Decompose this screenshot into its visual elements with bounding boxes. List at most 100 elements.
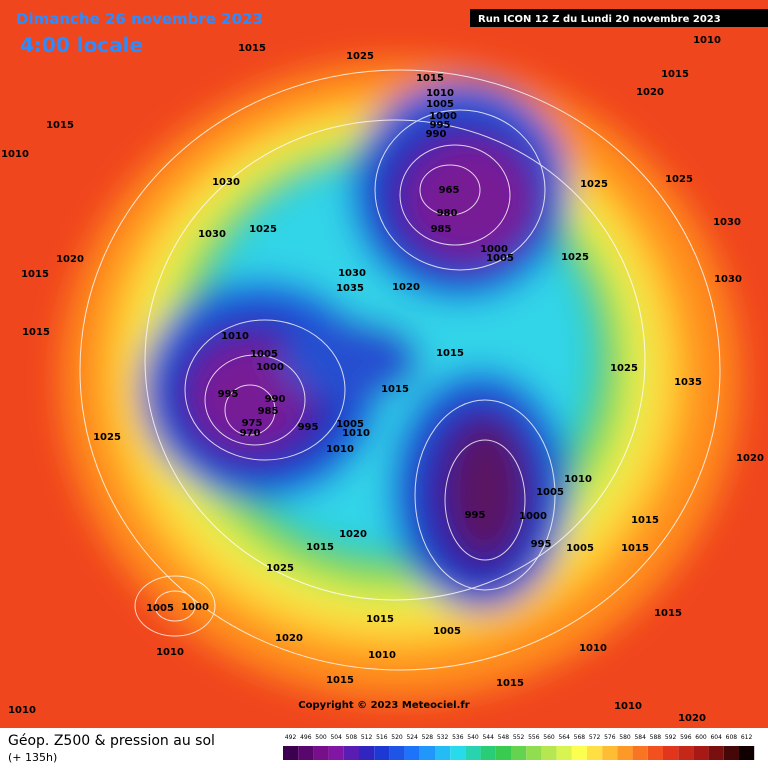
isobar-label: 1010 <box>614 701 642 712</box>
scale-label: 596 <box>680 734 692 741</box>
isobar-label: 985 <box>258 406 279 417</box>
isobar-label: 1020 <box>636 87 664 98</box>
isobar-label: 1015 <box>326 675 354 686</box>
isobar-label: 1015 <box>366 614 394 625</box>
isobar-label: 1020 <box>678 713 706 724</box>
isobar-label: 1035 <box>336 283 364 294</box>
scale-label: 584 <box>634 734 646 741</box>
scale-label: 564 <box>558 734 570 741</box>
isobar-label: 1030 <box>198 229 226 240</box>
isobar-label: 1015 <box>22 327 50 338</box>
isobar-label: 1010 <box>326 444 354 455</box>
isobar-label: 1000 <box>429 111 457 122</box>
scale-label: 572 <box>589 734 601 741</box>
isobar-label: 1020 <box>736 453 764 464</box>
scale-label: 496 <box>300 734 312 741</box>
isobar-label: 1020 <box>275 633 303 644</box>
scale-swatch <box>693 746 709 760</box>
scale-label: 524 <box>406 734 418 741</box>
scale-label: 500 <box>315 734 327 741</box>
isobar-label: 1015 <box>654 608 682 619</box>
isobar-label: 1000 <box>256 362 284 373</box>
scale-label: 520 <box>391 734 403 741</box>
scale-label: 516 <box>376 734 388 741</box>
isobars <box>79 69 721 671</box>
footer-title: Géop. Z500 & pression au sol <box>8 733 215 749</box>
isobar-label: 1005 <box>336 419 364 430</box>
isobar-label: 1015 <box>661 69 689 80</box>
isobar-label: 1025 <box>266 563 294 574</box>
isobar-label: 1020 <box>392 282 420 293</box>
scale-label: 556 <box>528 734 540 741</box>
isobar-label: 1010 <box>221 331 249 342</box>
isobar-label: 1030 <box>714 274 742 285</box>
scale-swatch <box>541 746 557 760</box>
isobar-labels: 1015102510151010100510009959909659809851… <box>1 35 764 724</box>
scale-label: 504 <box>330 734 342 741</box>
scale-swatch <box>374 746 390 760</box>
scale-label: 532 <box>437 734 449 741</box>
scale-swatch <box>739 746 755 760</box>
isobar-label: 1025 <box>561 252 589 263</box>
isobar-label: 1030 <box>212 177 240 188</box>
scale-label: 552 <box>513 734 525 741</box>
scale-swatch <box>450 746 466 760</box>
scale-swatch <box>343 746 359 760</box>
scale-swatch <box>526 746 542 760</box>
scale-label: 544 <box>482 734 494 741</box>
scale-swatch <box>359 746 375 760</box>
isobar-label: 1025 <box>610 363 638 374</box>
isobar-label: 995 <box>465 510 486 521</box>
scale-swatch <box>602 746 618 760</box>
isobar-label: 1010 <box>1 149 29 160</box>
isobar-label: 975 <box>242 418 263 429</box>
isobar-label: 1015 <box>306 542 334 553</box>
scale-label: 592 <box>665 734 677 741</box>
scale-label: 512 <box>361 734 373 741</box>
isobar-label: 995 <box>218 389 239 400</box>
scale-swatch <box>632 746 648 760</box>
isobar-label: 1010 <box>8 705 36 716</box>
scale-swatch <box>617 746 633 760</box>
isobar-label: 1010 <box>579 643 607 654</box>
scale-swatch <box>328 746 344 760</box>
scale-swatch <box>480 746 496 760</box>
scale-swatch <box>313 746 329 760</box>
isobar-label: 1005 <box>566 543 594 554</box>
scale-swatch <box>389 746 405 760</box>
isobar-label: 1010 <box>426 88 454 99</box>
scale-swatch <box>663 746 679 760</box>
isobar-label: 995 <box>298 422 319 433</box>
scale-swatch <box>571 746 587 760</box>
scale-label: 604 <box>710 734 722 741</box>
isobar-label: 965 <box>439 185 460 196</box>
scale-swatch <box>587 746 603 760</box>
date-label: Dimanche 26 novembre 2023 <box>16 10 263 28</box>
scale-label: 528 <box>422 734 434 741</box>
isobar-label: 1015 <box>416 73 444 84</box>
isobar-label: 995 <box>531 539 552 550</box>
isobar-label: 1020 <box>339 529 367 540</box>
isobar-label: 1025 <box>580 179 608 190</box>
run-box <box>470 9 768 27</box>
isobar-label: 1010 <box>156 647 184 658</box>
isobar-label: 1005 <box>486 253 514 264</box>
scale-label: 600 <box>695 734 707 741</box>
scale-label: 568 <box>574 734 586 741</box>
copyright: Copyright © 2023 Meteociel.fr <box>298 700 469 711</box>
scale-swatch <box>298 746 314 760</box>
isobar-label: 1000 <box>480 244 508 255</box>
scale-swatch <box>435 746 451 760</box>
isobar-label: 1015 <box>631 515 659 526</box>
scale-swatch <box>465 746 481 760</box>
isobar-label: 1005 <box>433 626 461 637</box>
scale-swatch <box>495 746 511 760</box>
isobar-label: 985 <box>431 224 452 235</box>
scale-swatch <box>723 746 739 760</box>
scale-swatch <box>419 746 435 760</box>
isobar-label: 1010 <box>342 428 370 439</box>
time-label: 4:00 locale <box>20 33 143 57</box>
isobar-label: 1005 <box>536 487 564 498</box>
isobar-label: 990 <box>265 394 286 405</box>
scale-label: 612 <box>741 734 753 741</box>
